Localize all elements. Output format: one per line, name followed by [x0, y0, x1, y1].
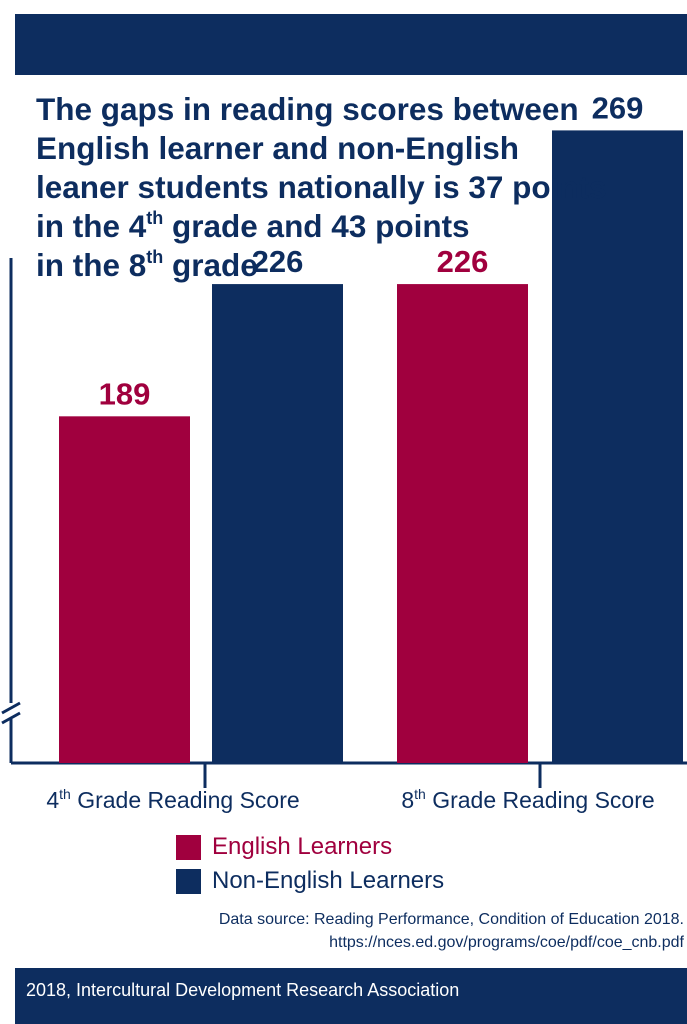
legend-label-english-learners: English Learners	[212, 833, 393, 860]
headline-line-5-sup: th	[146, 247, 164, 267]
headline-line-5-pre: in the 8	[36, 247, 147, 283]
legend-swatch-english-learners	[176, 834, 201, 860]
footer-banner: 2018, Intercultural Development Research…	[15, 968, 687, 1024]
category-label: 4th Grade Reading Score	[46, 786, 299, 813]
data-source-line-1: Data source: Reading Performance, Condit…	[218, 911, 684, 928]
headline-line-5: in the 8th grade	[36, 246, 681, 285]
legend-item-english-learners: English Learners	[176, 830, 444, 864]
headline: The gaps in reading scores between Engli…	[36, 90, 681, 285]
legend-label-non-english-learners: Non-English Learners	[212, 867, 445, 894]
headline-line-4-sup: th	[146, 208, 164, 228]
legend-swatch-non-english-learners	[176, 868, 201, 894]
data-label: 226	[437, 244, 489, 279]
footer-credit: 2018, Intercultural Development Research…	[26, 980, 460, 1000]
legend-item-non-english-learners: Non-English Learners	[176, 864, 444, 898]
axis-break-mark	[1, 701, 21, 715]
axis-break-mark	[1, 711, 21, 725]
headline-line-2: English learner and non-English	[36, 130, 520, 166]
bar	[212, 284, 343, 763]
headline-line-1: The gaps in reading scores between	[36, 91, 579, 127]
bar-chart: 189 226 226 269 4th Grade Reading Score 8th G…	[1, 90, 687, 813]
headline-line-3: leaner students nationally is 37 points	[36, 169, 607, 205]
data-label: 269	[592, 90, 644, 125]
headline-line-4-pre: in the 4	[36, 208, 147, 244]
category-label: 8th Grade Reading Score	[401, 786, 654, 813]
data-source-url: https://nces.ed.gov/programs/coe/pdf/coe…	[329, 934, 684, 951]
top-banner	[15, 14, 687, 75]
bar	[59, 416, 190, 763]
data-label: 189	[99, 376, 151, 411]
data-label: 226	[252, 244, 304, 279]
bar	[397, 284, 528, 763]
bar	[552, 130, 683, 764]
headline-line-4-post: grade and 43 points	[163, 208, 470, 244]
data-source: Data source: Reading Performance, Condit…	[219, 908, 684, 954]
headline-line-5-post: grade	[163, 247, 258, 283]
headline-line-4: in the 4th grade and 43 points	[36, 207, 681, 246]
legend: English Learners Non-English Learners	[176, 830, 444, 898]
